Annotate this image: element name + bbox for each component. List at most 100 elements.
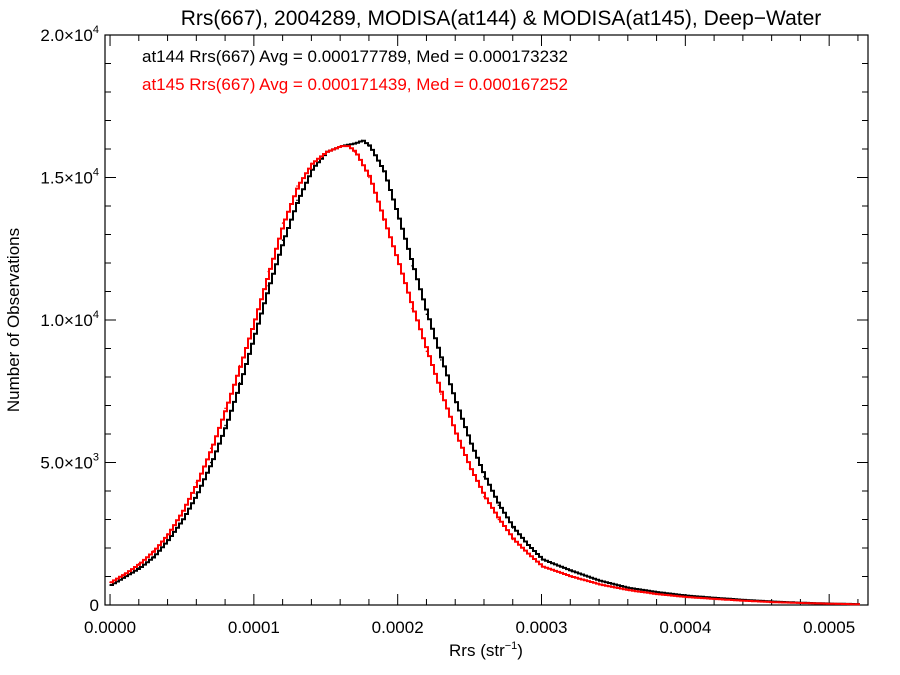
series-point — [324, 151, 327, 153]
series-point — [166, 538, 169, 541]
chart-title: Rrs(667), 2004289, MODISA(at144) & MODIS… — [181, 7, 822, 30]
x-axis-label: Rrs (str−1) — [449, 640, 523, 660]
series-point — [540, 565, 543, 568]
x-tick-label: 0.0001 — [228, 618, 280, 637]
series-point — [368, 176, 370, 179]
series-point — [368, 145, 370, 147]
series-point — [353, 151, 356, 153]
series-point — [109, 584, 111, 586]
y-tick-label: 0 — [90, 596, 99, 615]
x-tick-label: 0.0004 — [659, 618, 711, 637]
series-point — [655, 593, 658, 595]
series-point — [655, 591, 658, 593]
series-point — [627, 589, 629, 591]
series-point — [238, 364, 241, 367]
series-point — [411, 307, 413, 310]
series-point — [253, 319, 255, 321]
series-0 — [109, 139, 860, 606]
series-point — [152, 555, 154, 558]
series-point — [526, 552, 528, 555]
series-point — [123, 572, 126, 575]
x-tick-label: 0.0005 — [803, 618, 855, 637]
series-point — [281, 239, 284, 241]
series-point — [454, 433, 457, 435]
plot-frame — [104, 34, 869, 606]
series-point — [310, 162, 313, 165]
series-point — [425, 350, 428, 353]
y-tick-label: 2.0×104 — [40, 24, 99, 45]
series-point — [483, 475, 485, 478]
series-point — [411, 265, 413, 267]
series-point — [195, 481, 198, 484]
series-point — [511, 527, 514, 529]
series-point — [382, 171, 385, 173]
y-tick-exponent: 3 — [93, 452, 99, 464]
series-point — [360, 139, 363, 142]
series-point — [454, 401, 457, 404]
series-point — [166, 532, 169, 535]
y-tick-mantissa: 1.0×10 — [40, 311, 92, 330]
series-point — [569, 575, 572, 578]
series-point — [483, 495, 485, 498]
y-tick-label: 1.5×104 — [40, 167, 99, 188]
series-point — [497, 518, 500, 521]
series-line — [110, 145, 860, 606]
series-point — [224, 407, 226, 410]
x-axis-label-end: ) — [517, 641, 523, 660]
y-tick-mantissa: 5.0×10 — [40, 454, 92, 473]
series-point — [713, 598, 715, 600]
series-point — [799, 602, 802, 604]
series-point — [440, 393, 442, 395]
series-point — [770, 601, 773, 603]
series-point — [267, 285, 270, 287]
series-point — [627, 587, 629, 589]
series-point — [296, 185, 298, 187]
series-point — [346, 145, 349, 147]
y-tick-mantissa: 2.0×10 — [40, 26, 92, 45]
series-point — [468, 467, 471, 470]
series-point — [440, 359, 442, 361]
series-point — [224, 424, 226, 427]
series-point — [497, 504, 500, 507]
x-tick-label: 0.0002 — [372, 618, 424, 637]
series-point — [353, 142, 356, 145]
series-point — [511, 538, 514, 541]
y-tick-exponent: 4 — [93, 167, 99, 179]
series-point — [296, 199, 298, 202]
series-point — [209, 461, 212, 464]
series-point — [109, 581, 111, 583]
series-point — [828, 602, 830, 605]
series-1 — [109, 145, 860, 606]
series-point — [181, 510, 183, 512]
series-point — [396, 262, 399, 264]
y-tick-mantissa: 0 — [90, 596, 99, 615]
x-axis-label-text: Rrs (str — [449, 641, 505, 660]
y-tick-exponent: 4 — [93, 309, 99, 321]
series-point — [281, 222, 284, 224]
series-line — [110, 139, 860, 606]
series-point — [238, 381, 241, 384]
series-layer — [109, 139, 860, 606]
series-point — [468, 441, 471, 444]
series-point — [684, 596, 687, 598]
series-point — [425, 313, 428, 316]
x-tick-label: 0.0000 — [84, 618, 136, 637]
series-point — [598, 579, 600, 582]
x-tick-label: 0.0003 — [516, 618, 568, 637]
annotations: at144 Rrs(667) Avg = 0.000177789, Med = … — [142, 47, 568, 94]
stat-annotation: at144 Rrs(667) Avg = 0.000177789, Med = … — [142, 47, 568, 66]
y-tick-label: 5.0×103 — [40, 452, 99, 473]
series-point — [598, 583, 600, 586]
series-point — [253, 333, 255, 336]
series-point — [195, 493, 198, 495]
y-tick-mantissa: 1.5×10 — [40, 169, 92, 188]
series-point — [526, 544, 528, 546]
series-point — [137, 562, 140, 565]
axis-ticks: 0.0000 0.0001 0.0002 0.0003 0.0004 0.0005 0 5.0… — [40, 24, 868, 637]
series-point — [382, 219, 385, 222]
stat-annotation: at145 Rrs(667) Avg = 0.000171439, Med = … — [142, 75, 568, 94]
series-point — [181, 518, 183, 521]
series-point — [267, 270, 270, 273]
y-tick-exponent: 4 — [93, 24, 99, 36]
